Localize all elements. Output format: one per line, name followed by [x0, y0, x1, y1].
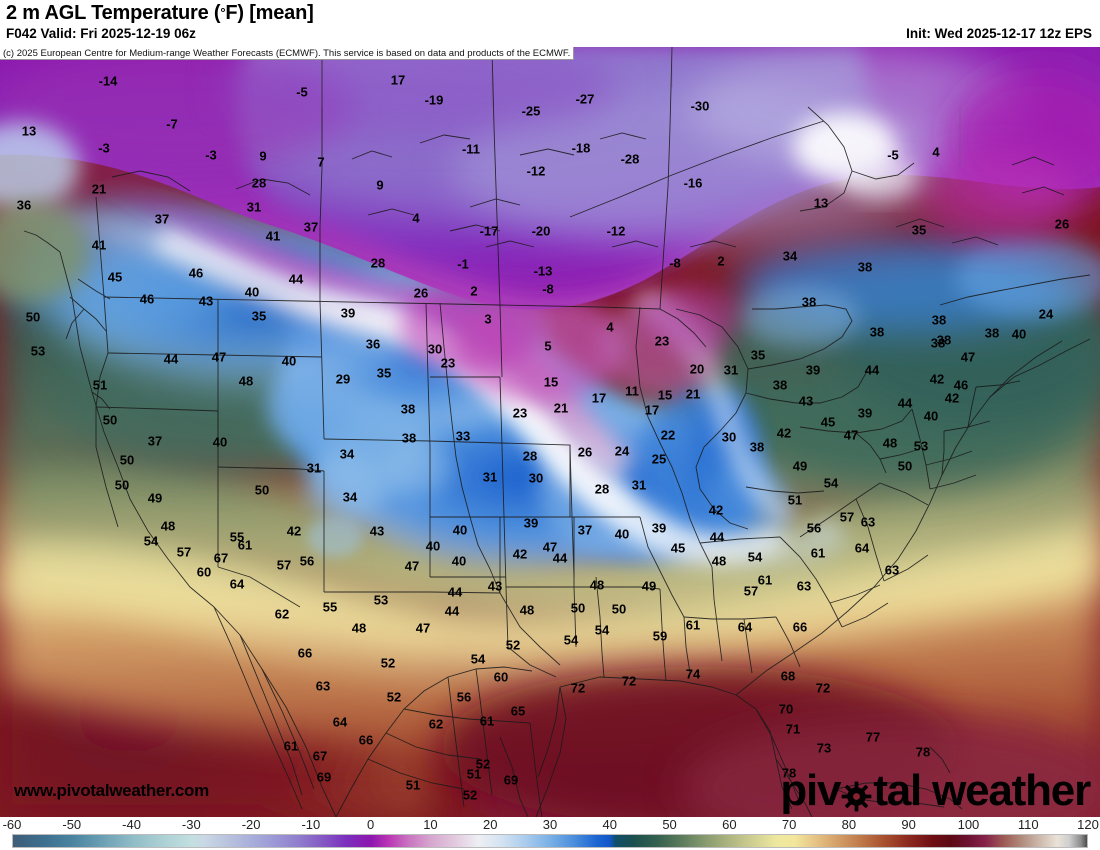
colorbar-tick: -30: [181, 817, 201, 832]
degree-symbol: °: [220, 5, 226, 20]
colorbar-tick: 30: [542, 817, 558, 832]
colorbar-tick: 50: [662, 817, 677, 832]
green-band: [0, 417, 1100, 622]
logo-text-pre: piv: [780, 766, 841, 815]
gear-icon: [841, 776, 872, 811]
header: 2 m AGL Temperature (°F) [mean] F042 Val…: [0, 0, 1100, 47]
ecmwf-disclaimer: (c) 2025 European Centre for Medium-rang…: [0, 47, 575, 60]
colorbar-tick: -50: [62, 817, 82, 832]
colorbar-tick: -60: [2, 817, 22, 832]
geography-lines: [23, 47, 1091, 817]
logo-text-post: tal weather: [873, 766, 1091, 815]
colorbar-tick: 120: [1077, 817, 1099, 832]
page-title: 2 m AGL Temperature (°F) [mean]: [6, 2, 314, 25]
colorbar-gradient-strip: [12, 834, 1088, 848]
title-tail: F) [mean]: [225, 2, 314, 24]
colorbar-tick: 110: [1017, 817, 1039, 832]
colorbar-tick: -10: [301, 817, 321, 832]
colorbar-tick: 20: [482, 817, 498, 832]
site-url-watermark: www.pivotalweather.com: [14, 781, 209, 800]
colorbar-tick: 80: [841, 817, 857, 832]
colorbar-tick: 70: [781, 817, 797, 832]
colorbar-tick: -40: [122, 817, 141, 832]
colorbar-tick: 10: [423, 817, 438, 832]
forecast-valid-label: F042 Valid: Fri 2025-12-19 06z: [6, 26, 196, 41]
temperature-map[interactable]: (c) 2025 European Centre for Medium-rang…: [0, 47, 1100, 817]
colorbar-tick: -20: [241, 817, 261, 832]
colorbar-tick: 90: [901, 817, 916, 832]
colorbar-tick-labels: -60 -50 -40 -30 -20 -10 0 10 20 30 40 50 60 70 80 90 100…: [0, 817, 1100, 834]
colorbar-tick: 100: [957, 817, 980, 832]
model-init-label: Init: Wed 2025-12-17 12z EPS: [906, 26, 1092, 41]
khaki-band: [0, 487, 1100, 677]
temperature-field-svg: [0, 47, 1100, 817]
pivotal-weather-logo: piv: [780, 766, 1091, 815]
colorbar[interactable]: -60 -50 -40 -30 -20 -10 0 10 20 30 40 50 60 70 80 90 100…: [0, 817, 1100, 850]
colorbar-tick: 0: [367, 817, 375, 832]
colorbar-tick: 40: [602, 817, 617, 832]
colorbar-tick: 60: [722, 817, 737, 832]
title-main: 2 m AGL Temperature (: [6, 2, 221, 24]
